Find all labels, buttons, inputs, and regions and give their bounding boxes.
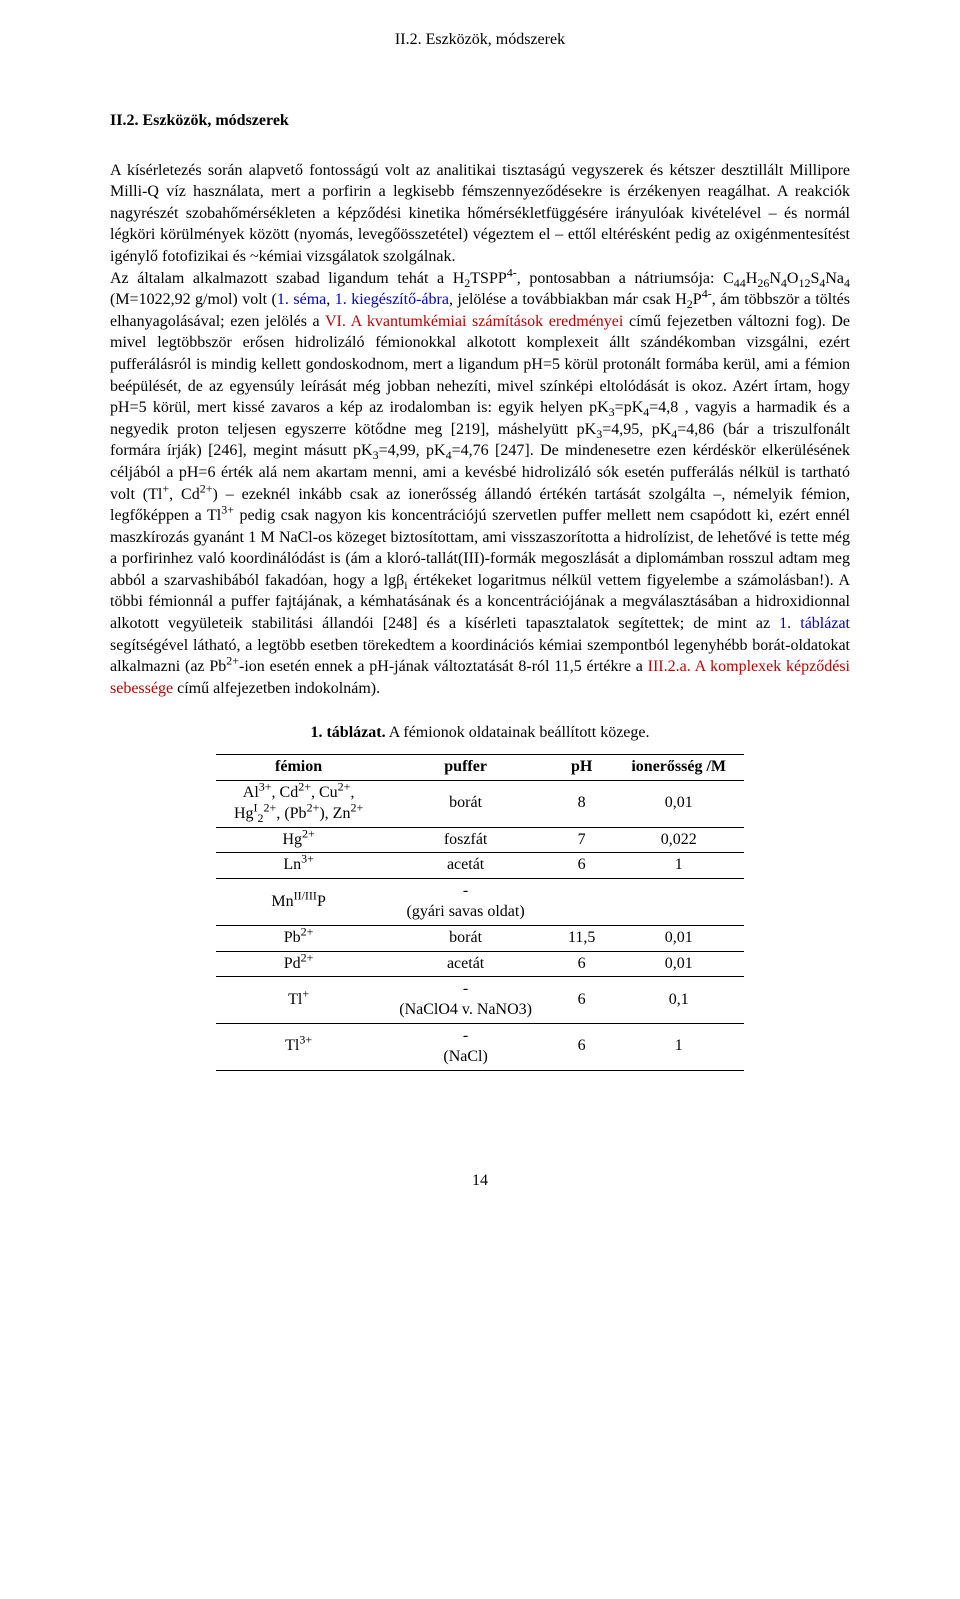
t: (M=1022,92 g/mol) volt ( bbox=[110, 291, 277, 308]
cell-ion: Tl3+ bbox=[216, 1024, 381, 1071]
table-row: Ln3+acetát61 bbox=[216, 853, 744, 879]
para1: A kísérletezés során alapvető fontosságú… bbox=[110, 162, 850, 265]
cell-strength: 0,01 bbox=[613, 951, 744, 977]
cell-buffer: foszfát bbox=[381, 827, 550, 853]
cell-buffer: borát bbox=[381, 925, 550, 951]
cell-ph: 6 bbox=[550, 951, 613, 977]
link-kieg: 1. kiegészítő-ábra bbox=[335, 291, 449, 308]
t: H bbox=[746, 270, 758, 287]
t: Az általam alkalmazott szabad ligandum t… bbox=[110, 270, 464, 287]
sub: 4 bbox=[844, 276, 850, 290]
cell-ion: Al3+, Cd2+, Cu2+,HgI22+, (Pb2+), Zn2+ bbox=[216, 781, 381, 828]
cell-ph: 7 bbox=[550, 827, 613, 853]
table-row: Pb2+borát11,50,01 bbox=[216, 925, 744, 951]
cell-ph: 6 bbox=[550, 1024, 613, 1071]
cell-ion: Pd2+ bbox=[216, 951, 381, 977]
sup: 4- bbox=[702, 287, 712, 301]
page-header: II.2. Eszközök, módszerek bbox=[110, 30, 850, 51]
table-row: Tl3+-(NaCl)61 bbox=[216, 1024, 744, 1071]
caption-rest: A fémionok oldatainak beállított közege. bbox=[386, 724, 650, 741]
cell-ph: 8 bbox=[550, 781, 613, 828]
cell-ion: MnII/IIIP bbox=[216, 879, 381, 926]
t: S bbox=[810, 270, 819, 287]
cell-ion: Ln3+ bbox=[216, 853, 381, 879]
th-strength: ionerősség /M bbox=[613, 755, 744, 781]
table-caption: 1. táblázat. A fémionok oldatainak beáll… bbox=[110, 723, 850, 744]
table-row: MnII/IIIP-(gyári savas oldat) bbox=[216, 879, 744, 926]
cell-buffer: -(gyári savas oldat) bbox=[381, 879, 550, 926]
cell-ion: Hg2+ bbox=[216, 827, 381, 853]
body-text: A kísérletezés során alapvető fontosságú… bbox=[110, 160, 850, 700]
t: P bbox=[693, 291, 702, 308]
cell-ph bbox=[550, 879, 613, 926]
cell-ion: Pb2+ bbox=[216, 925, 381, 951]
t: =4,95, pK bbox=[602, 421, 671, 438]
cell-strength: 0,022 bbox=[613, 827, 744, 853]
link-vi: VI. A kvantumkémiai számítások eredménye… bbox=[325, 313, 623, 330]
cell-buffer: acetát bbox=[381, 951, 550, 977]
table-row: Tl+-(NaClO4 v. NaNO3)60,1 bbox=[216, 977, 744, 1024]
table-row: Al3+, Cd2+, Cu2+,HgI22+, (Pb2+), Zn2+bor… bbox=[216, 781, 744, 828]
table-row: Hg2+foszfát70,022 bbox=[216, 827, 744, 853]
cell-buffer: -(NaCl) bbox=[381, 1024, 550, 1071]
ions-table: fémion puffer pH ionerősség /M Al3+, Cd2… bbox=[216, 754, 744, 1070]
t: TSPP bbox=[470, 270, 506, 287]
table-header-row: fémion puffer pH ionerősség /M bbox=[216, 755, 744, 781]
cell-ph: 6 bbox=[550, 977, 613, 1024]
sub: 12 bbox=[798, 276, 810, 290]
th-buffer: puffer bbox=[381, 755, 550, 781]
cell-strength: 0,01 bbox=[613, 925, 744, 951]
cell-strength: 0,01 bbox=[613, 781, 744, 828]
sub: 44 bbox=[734, 276, 746, 290]
sup: 4- bbox=[507, 265, 517, 279]
th-ph: pH bbox=[550, 755, 613, 781]
t: című alfejezetben indokolnám). bbox=[173, 680, 380, 697]
t: , Cd bbox=[169, 486, 200, 503]
cell-ph: 6 bbox=[550, 853, 613, 879]
section-heading: II.2. Eszközök, módszerek bbox=[110, 111, 850, 132]
link-tabla: 1. táblázat bbox=[779, 615, 850, 632]
t: , jelölése a továbbiakban már csak H bbox=[449, 291, 687, 308]
t: N bbox=[769, 270, 781, 287]
t: O bbox=[787, 270, 799, 287]
table-row: Pd2+acetát60,01 bbox=[216, 951, 744, 977]
cell-ph: 11,5 bbox=[550, 925, 613, 951]
sup: 2+ bbox=[226, 654, 239, 668]
sub: 26 bbox=[757, 276, 769, 290]
cell-ion: Tl+ bbox=[216, 977, 381, 1024]
cell-buffer: -(NaClO4 v. NaNO3) bbox=[381, 977, 550, 1024]
cell-buffer: acetát bbox=[381, 853, 550, 879]
cell-strength: 0,1 bbox=[613, 977, 744, 1024]
cell-buffer: borát bbox=[381, 781, 550, 828]
sup: 2+ bbox=[200, 481, 213, 495]
caption-bold: 1. táblázat. bbox=[310, 724, 385, 741]
t: , bbox=[326, 291, 334, 308]
t: Na bbox=[825, 270, 844, 287]
th-ion: fémion bbox=[216, 755, 381, 781]
link-sema: 1. séma bbox=[277, 291, 326, 308]
cell-strength: 1 bbox=[613, 853, 744, 879]
sup: 3+ bbox=[221, 503, 234, 517]
page-number: 14 bbox=[110, 1171, 850, 1192]
t: -ion esetén ennek a pH-jának változtatás… bbox=[239, 658, 648, 675]
t: , pontosabban a nátriumsója: C bbox=[517, 270, 734, 287]
cell-strength: 1 bbox=[613, 1024, 744, 1071]
t: =4,99, pK bbox=[379, 442, 446, 459]
cell-strength bbox=[613, 879, 744, 926]
t: =pK bbox=[615, 399, 644, 416]
